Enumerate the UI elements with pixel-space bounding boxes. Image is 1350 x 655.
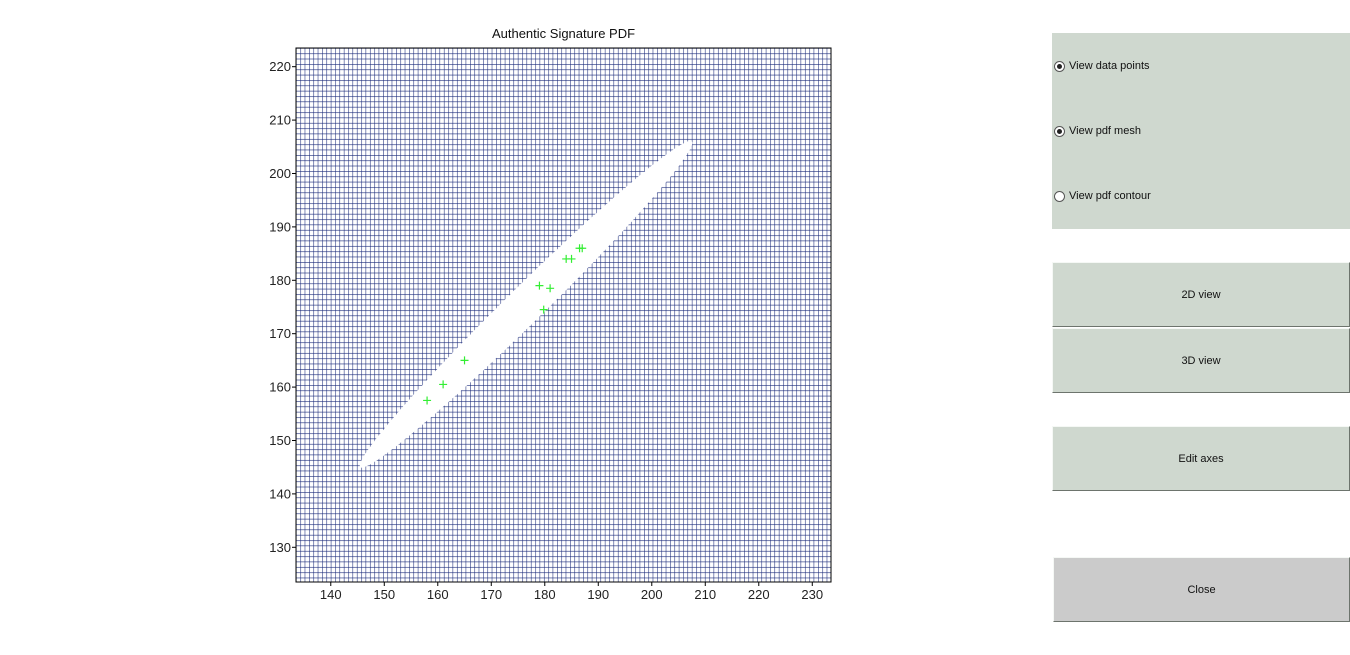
x-axis: 140 150 160 170 180 190 200 210 220 230 — [320, 582, 823, 602]
y-axis: 130 140 150 160 170 180 190 200 210 220 — [269, 59, 296, 555]
radio-label: View pdf mesh — [1069, 125, 1141, 137]
data-point — [567, 254, 576, 263]
radio-button-icon[interactable] — [1054, 190, 1065, 202]
close-button[interactable]: Close — [1053, 557, 1350, 622]
data-points — [423, 244, 587, 405]
y-tick-label: 160 — [269, 380, 291, 395]
2d-view-button[interactable]: 2D view — [1052, 262, 1350, 327]
3d-view-button[interactable]: 3D view — [1052, 328, 1350, 393]
x-tick-label: 200 — [641, 587, 663, 602]
y-tick-label: 190 — [269, 219, 291, 234]
radio-view-data-points[interactable]: View data points — [1054, 57, 1150, 75]
radio-button-icon[interactable] — [1054, 125, 1065, 137]
y-tick-label: 180 — [269, 273, 291, 288]
view-options-panel: View data points View pdf mesh View pdf … — [1052, 33, 1350, 229]
x-tick-label: 190 — [587, 587, 609, 602]
x-tick-label: 210 — [694, 587, 716, 602]
radio-label: View data points — [1069, 60, 1150, 72]
data-point — [460, 356, 469, 365]
x-tick-label: 150 — [373, 587, 395, 602]
y-tick-label: 150 — [269, 433, 291, 448]
y-tick-label: 140 — [269, 486, 291, 501]
x-tick-label: 160 — [427, 587, 449, 602]
y-tick-label: 170 — [269, 326, 291, 341]
data-point — [439, 380, 448, 389]
data-point — [539, 305, 548, 314]
x-tick-label: 140 — [320, 587, 342, 602]
x-tick-label: 230 — [801, 587, 823, 602]
x-tick-label: 170 — [480, 587, 502, 602]
y-tick-label: 200 — [269, 166, 291, 181]
chart-title: Authentic Signature PDF — [492, 26, 635, 41]
data-point — [546, 284, 555, 293]
axes-frame — [295, 47, 832, 583]
y-tick-label: 220 — [269, 59, 291, 74]
pdf-mesh — [296, 48, 831, 582]
data-point — [535, 281, 544, 290]
data-point — [578, 244, 587, 253]
radio-label: View pdf contour — [1069, 190, 1151, 202]
edit-axes-button[interactable]: Edit axes — [1052, 426, 1350, 491]
y-tick-label: 210 — [269, 113, 291, 128]
radio-view-pdf-contour[interactable]: View pdf contour — [1054, 187, 1151, 205]
radio-button-icon[interactable] — [1054, 60, 1065, 72]
data-point — [423, 396, 432, 405]
y-tick-label: 130 — [269, 540, 291, 555]
radio-view-pdf-mesh[interactable]: View pdf mesh — [1054, 122, 1141, 140]
x-tick-label: 220 — [748, 587, 770, 602]
x-tick-label: 180 — [534, 587, 556, 602]
